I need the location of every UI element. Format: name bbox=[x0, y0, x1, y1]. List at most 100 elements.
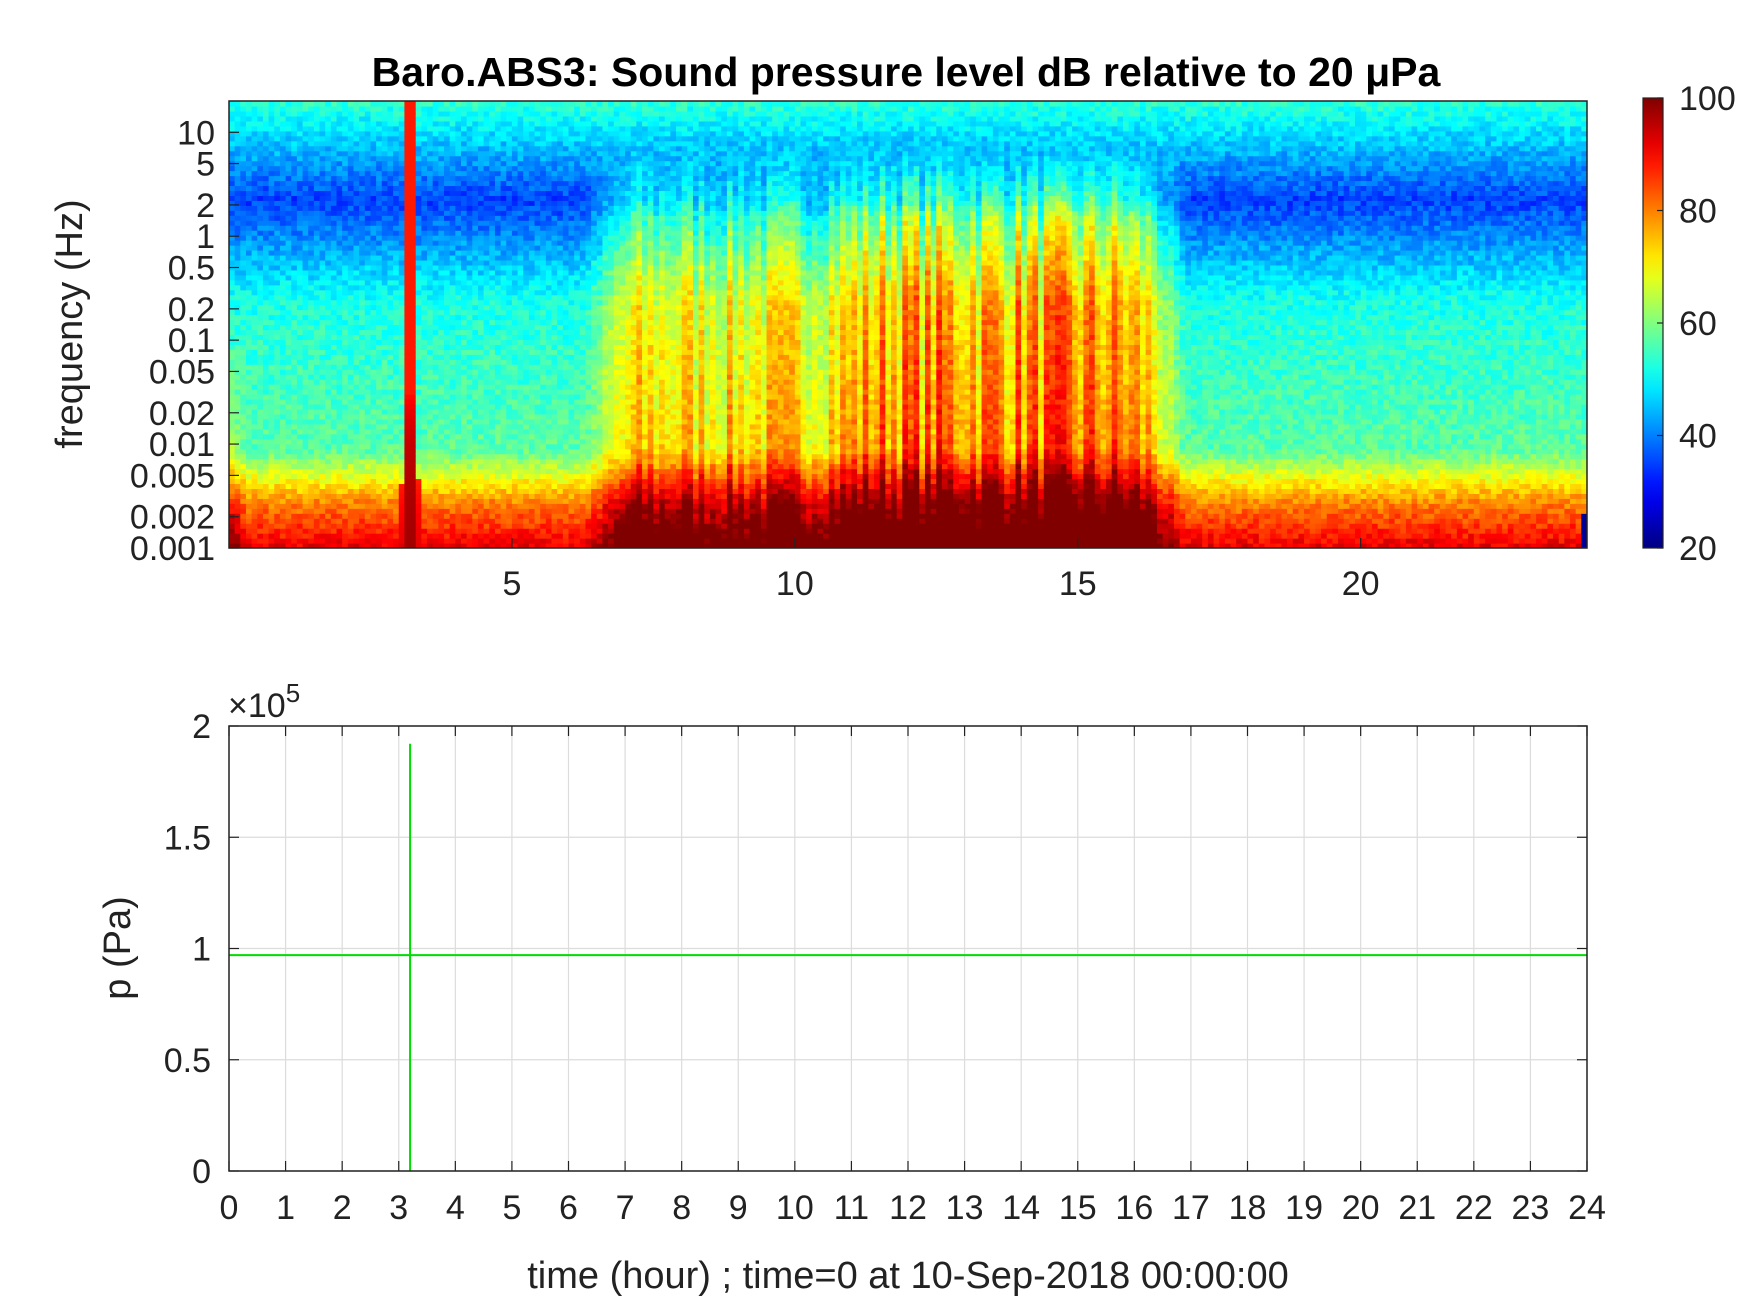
spectrogram-cell bbox=[376, 429, 382, 435]
spectrogram-cell bbox=[252, 230, 258, 236]
spectrogram-cell bbox=[529, 250, 535, 256]
spectrogram-cell bbox=[455, 464, 461, 470]
spectrogram-cell bbox=[331, 310, 337, 316]
spectrogram-cell bbox=[489, 285, 495, 291]
spectrogram-cell bbox=[229, 518, 235, 524]
spectrogram-cell bbox=[348, 508, 354, 514]
spectrogram-cell bbox=[416, 275, 422, 281]
spectrogram-cell bbox=[337, 141, 343, 147]
spectrogram-cell bbox=[416, 290, 422, 296]
spectrogram-cell bbox=[291, 329, 297, 335]
spectrogram-cell bbox=[308, 399, 314, 405]
spectrogram-cell bbox=[393, 136, 399, 142]
spectrogram-cell bbox=[246, 538, 252, 544]
spectrogram-cell bbox=[472, 156, 478, 162]
spectrogram-cell bbox=[472, 320, 478, 326]
spectrogram-cell bbox=[325, 131, 331, 137]
spectrogram-cell bbox=[506, 255, 512, 261]
spectrogram-cell bbox=[523, 290, 529, 296]
spectrogram-cell bbox=[337, 250, 343, 256]
spectrogram-cell bbox=[427, 528, 433, 534]
spectrogram-cell bbox=[314, 518, 320, 524]
spectrogram-cell bbox=[303, 195, 309, 201]
spectrogram-cell bbox=[518, 156, 524, 162]
spectrogram-cell bbox=[399, 250, 405, 256]
spectrogram-cell bbox=[303, 200, 309, 206]
spectrogram-cell bbox=[501, 369, 507, 375]
spectrogram-cell bbox=[342, 359, 348, 365]
spectrogram-cell bbox=[478, 275, 484, 281]
spectrogram-cell bbox=[359, 320, 365, 326]
spectrogram-cell bbox=[274, 195, 280, 201]
spectrogram-cell bbox=[342, 176, 348, 182]
spectrogram-cell bbox=[331, 513, 337, 519]
spectrogram-cell bbox=[438, 200, 444, 206]
spectrogram-cell bbox=[535, 270, 541, 276]
spectrogram-cell bbox=[274, 106, 280, 112]
spectrogram-cell bbox=[455, 339, 461, 345]
spectrogram-cell bbox=[404, 320, 410, 326]
spectrogram-cell bbox=[342, 444, 348, 450]
spectrogram-cell bbox=[325, 136, 331, 142]
spectrogram-cell bbox=[308, 424, 314, 430]
spectrogram-cell bbox=[274, 146, 280, 152]
spectrogram-cell bbox=[320, 176, 326, 182]
spectrogram-cell bbox=[257, 265, 263, 271]
spectrogram-cell bbox=[529, 359, 535, 365]
spectrogram-cell bbox=[438, 275, 444, 281]
spectrogram-cell bbox=[365, 429, 371, 435]
spectrogram-cell bbox=[331, 275, 337, 281]
spectrogram-cell bbox=[320, 126, 326, 132]
spectrogram-cell bbox=[252, 464, 258, 470]
spectrogram-cell bbox=[427, 230, 433, 236]
spectrogram-cell bbox=[246, 424, 252, 430]
spectrogram-cell bbox=[450, 300, 456, 306]
spectrogram-cell bbox=[444, 290, 450, 296]
spectrogram-cell bbox=[450, 235, 456, 241]
spectrogram-cell bbox=[359, 176, 365, 182]
spectrogram-cell bbox=[421, 409, 427, 415]
spectrogram-cell bbox=[291, 270, 297, 276]
spectrogram-cell bbox=[444, 101, 450, 107]
spectrogram-cell bbox=[314, 414, 320, 420]
spectrogram-cell bbox=[274, 300, 280, 306]
spectrogram-cell bbox=[399, 478, 405, 484]
spectrogram-cell bbox=[484, 409, 490, 415]
spectrogram-cell bbox=[501, 180, 507, 186]
spectrogram-cell bbox=[297, 533, 303, 539]
spectrogram-cell bbox=[320, 141, 326, 147]
spectrogram-cell bbox=[495, 394, 501, 400]
spectrogram-cell bbox=[416, 111, 422, 117]
spectrogram-cell bbox=[365, 200, 371, 206]
spectrogram-cell bbox=[416, 325, 422, 331]
spectrogram-cell bbox=[427, 334, 433, 340]
spectrogram-cell bbox=[404, 533, 410, 539]
spectrogram-cell bbox=[444, 508, 450, 514]
spectrogram-cell bbox=[404, 176, 410, 182]
spectrogram-cell bbox=[331, 300, 337, 306]
spectrogram-cell bbox=[286, 315, 292, 321]
spectrogram-cell bbox=[337, 459, 343, 465]
spectrogram-cell bbox=[320, 518, 326, 524]
spectrogram-cell bbox=[348, 190, 354, 196]
spectrogram-cell bbox=[235, 523, 241, 529]
spectrogram-cell bbox=[325, 513, 331, 519]
spectrogram-cell bbox=[444, 210, 450, 216]
spectrogram-cell bbox=[450, 225, 456, 231]
spectrogram-cell bbox=[365, 185, 371, 191]
spectrogram-cell bbox=[399, 399, 405, 405]
spectrogram-cell bbox=[416, 265, 422, 271]
spectrogram-cell bbox=[325, 538, 331, 544]
spectrogram-cell bbox=[337, 374, 343, 380]
spectrogram-cell bbox=[286, 136, 292, 142]
spectrogram-cell bbox=[461, 354, 467, 360]
spectrogram-cell bbox=[382, 449, 388, 455]
spectrogram-cell bbox=[467, 384, 473, 390]
spectrogram-cell bbox=[229, 190, 235, 196]
spectrogram-cell bbox=[387, 474, 393, 480]
spectrogram-cell bbox=[240, 156, 246, 162]
spectrogram-cell bbox=[382, 176, 388, 182]
spectrogram-cell bbox=[382, 111, 388, 117]
spectrogram-cell bbox=[540, 523, 546, 529]
spectrogram-cell bbox=[495, 474, 501, 480]
